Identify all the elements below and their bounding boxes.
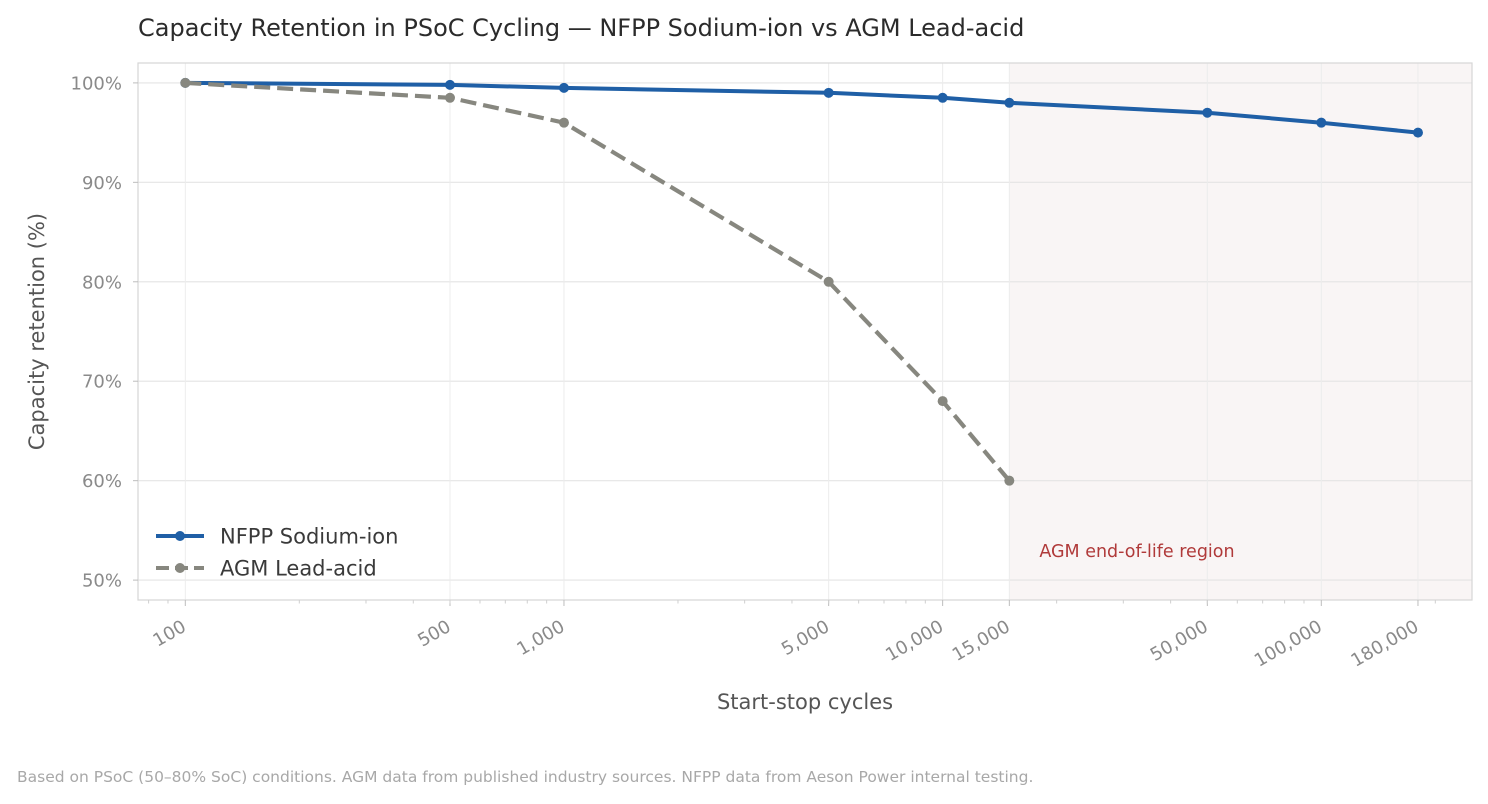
chart-title: Capacity Retention in PSoC Cycling — NFP… — [138, 14, 1024, 42]
y-tick-label: 100% — [71, 73, 122, 94]
series-1-point — [1316, 117, 1327, 128]
x-tick-label: 50,000 — [1147, 616, 1212, 666]
footnote: Based on PSoC (50–80% SoC) conditions. A… — [17, 768, 1034, 786]
y-tick-label: 50% — [82, 571, 122, 592]
y-tick-label: 80% — [82, 272, 122, 293]
y-tick-label: 70% — [82, 372, 122, 393]
series-1-point — [558, 82, 569, 93]
legend-swatch-marker — [175, 531, 185, 541]
series-1-point — [1004, 97, 1015, 108]
x-tick-label: 15,000 — [949, 616, 1014, 666]
x-tick-label: 10,000 — [882, 616, 947, 666]
series-2-point — [180, 77, 191, 88]
plot-frame — [137, 62, 1473, 601]
series-2-point — [1004, 475, 1015, 486]
series-1-point — [1202, 107, 1213, 118]
legend: NFPP Sodium-ion AGM Lead-acid — [156, 525, 398, 581]
shaded-region — [1009, 63, 1472, 600]
series-2-point — [823, 276, 834, 287]
y-axis-label: Capacity retention (%) — [25, 213, 49, 450]
series-1-point — [823, 87, 834, 98]
legend-swatch-marker — [175, 563, 185, 573]
x-tick-label: 500 — [414, 616, 454, 651]
series-2-point — [558, 117, 569, 128]
y-tick-label: 60% — [82, 471, 122, 492]
y-tick-label: 90% — [82, 173, 122, 194]
x-tick-label: 100,000 — [1251, 616, 1326, 671]
series-1-point — [1412, 127, 1423, 138]
legend-label: AGM Lead-acid — [220, 557, 377, 581]
x-axis-label: Start-stop cycles — [717, 690, 893, 714]
shaded-region-group — [1009, 63, 1472, 600]
x-tick-label: 5,000 — [778, 616, 833, 660]
x-tick-label: 1,000 — [513, 616, 568, 660]
shaded-region-label: AGM end-of-life region — [1039, 542, 1234, 562]
series-group — [180, 77, 1423, 486]
series-line-2 — [185, 80, 1011, 483]
x-tick-label: 180,000 — [1348, 616, 1423, 671]
legend-label: NFPP Sodium-ion — [220, 525, 398, 549]
series-2-point — [937, 396, 948, 407]
series-2-point — [444, 92, 455, 103]
series-1-point — [937, 92, 948, 103]
series-1-point — [444, 79, 455, 90]
x-tick-label: 100 — [150, 616, 190, 651]
